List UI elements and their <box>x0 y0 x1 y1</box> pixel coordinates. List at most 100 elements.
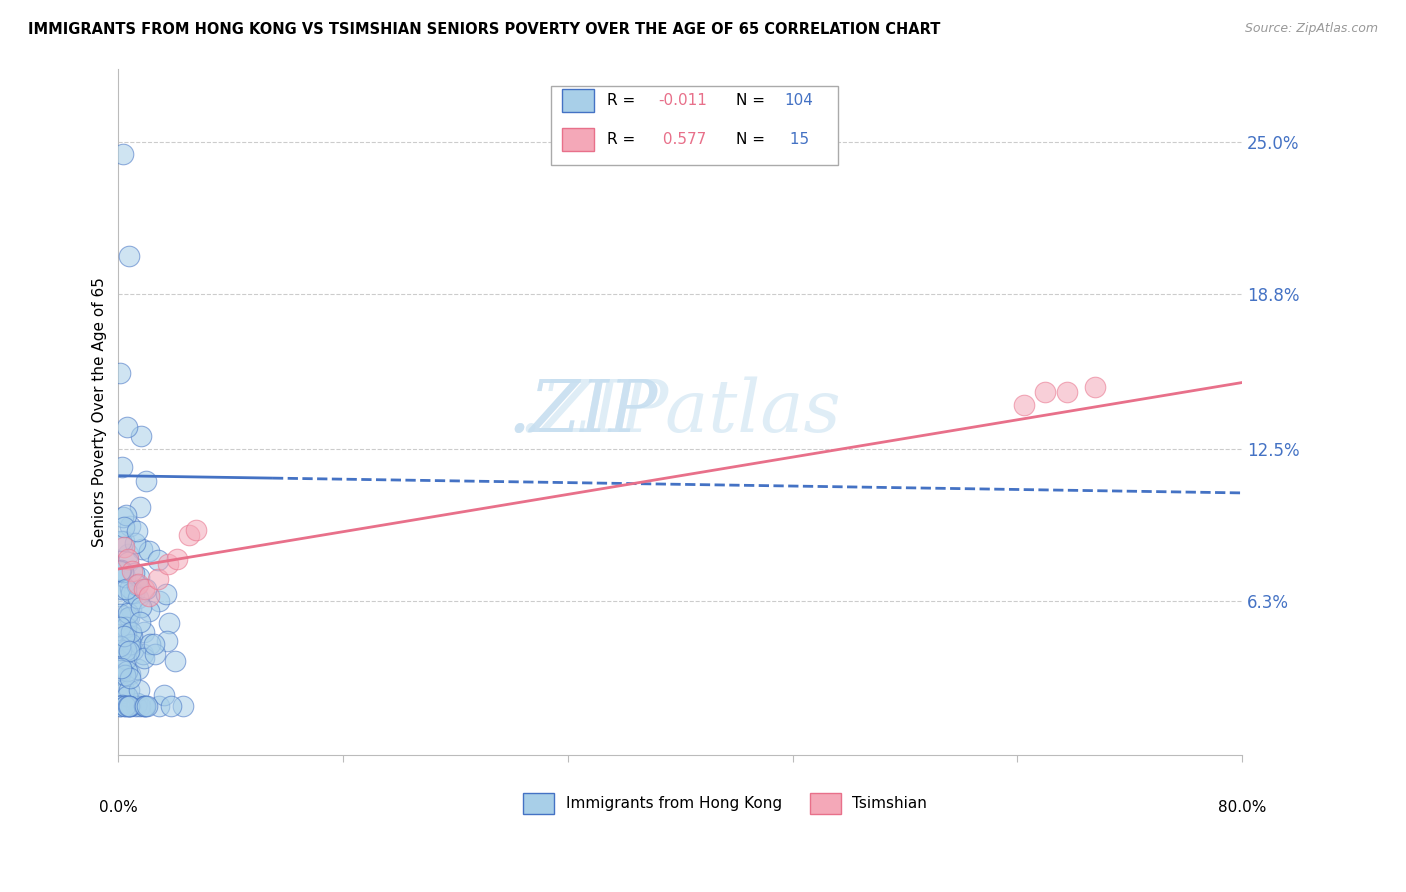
Point <box>110 643 132 657</box>
Point <box>184 523 207 537</box>
Point <box>157 616 180 631</box>
Point <box>125 699 148 714</box>
Point <box>111 565 134 579</box>
Point <box>148 699 170 714</box>
Point <box>111 509 134 524</box>
Point <box>127 578 149 592</box>
Text: R =: R = <box>607 94 640 108</box>
Point <box>108 565 131 579</box>
Text: N =: N = <box>737 94 770 108</box>
Point <box>156 557 179 571</box>
Point <box>132 648 155 662</box>
Text: Source: ZipAtlas.com: Source: ZipAtlas.com <box>1244 22 1378 36</box>
Point <box>132 624 155 639</box>
Point <box>134 699 156 714</box>
Point <box>152 688 174 702</box>
Point <box>120 666 142 681</box>
Point <box>118 699 141 714</box>
Point <box>118 249 141 263</box>
Point <box>156 634 179 648</box>
Point <box>160 699 183 714</box>
Point <box>110 563 132 577</box>
Point <box>1035 385 1057 400</box>
Point <box>131 541 153 556</box>
Point <box>117 420 139 434</box>
Point <box>114 699 136 714</box>
Point <box>108 366 131 380</box>
Point <box>112 682 135 697</box>
Text: IMMIGRANTS FROM HONG KONG VS TSIMSHIAN SENIORS POVERTY OVER THE AGE OF 65 CORREL: IMMIGRANTS FROM HONG KONG VS TSIMSHIAN S… <box>28 22 941 37</box>
Point <box>127 662 149 676</box>
Point <box>117 699 139 714</box>
Point <box>114 699 136 714</box>
Text: .ZIPatlas: .ZIPatlas <box>519 376 842 447</box>
Point <box>118 699 141 714</box>
Point <box>121 565 143 579</box>
Point <box>118 671 141 685</box>
Point <box>129 429 152 443</box>
Point <box>125 696 148 710</box>
Point <box>143 648 166 662</box>
Point <box>118 644 141 658</box>
Point <box>127 591 149 606</box>
Point <box>148 594 170 608</box>
Point <box>108 699 131 714</box>
Text: 15: 15 <box>785 132 808 147</box>
Text: Tsimshian: Tsimshian <box>852 796 927 811</box>
Point <box>111 582 134 596</box>
Point <box>121 629 143 643</box>
Point <box>129 500 152 515</box>
Point <box>155 587 177 601</box>
Point <box>138 604 160 618</box>
Point <box>108 620 131 634</box>
Point <box>110 663 132 677</box>
Point <box>115 611 138 625</box>
Point <box>117 689 139 703</box>
Point <box>114 643 136 657</box>
Point <box>117 610 139 624</box>
Point <box>118 639 141 653</box>
Point <box>120 699 142 714</box>
Point <box>135 582 157 596</box>
Text: R =: R = <box>607 132 640 147</box>
Text: 0.577: 0.577 <box>658 132 706 147</box>
Point <box>132 651 155 665</box>
Text: .ZIP: .ZIP <box>508 376 658 447</box>
Point <box>110 533 132 548</box>
Point <box>114 519 136 533</box>
Point <box>122 566 145 581</box>
Point <box>135 699 157 714</box>
Text: .ZIP: .ZIP <box>508 376 658 447</box>
Point <box>118 699 141 714</box>
Bar <box>523 793 554 814</box>
Point <box>117 682 139 697</box>
Point <box>120 624 142 639</box>
Point <box>112 686 135 700</box>
Bar <box>562 128 593 151</box>
Point <box>112 534 135 549</box>
FancyBboxPatch shape <box>551 86 838 165</box>
Point <box>118 638 141 652</box>
Text: N =: N = <box>737 132 770 147</box>
Point <box>117 547 139 561</box>
Point <box>114 668 136 682</box>
Point <box>112 540 135 554</box>
Point <box>108 607 131 622</box>
Point <box>108 589 131 603</box>
Point <box>128 615 150 629</box>
Point <box>115 582 138 596</box>
Point <box>108 639 131 653</box>
Point <box>148 553 170 567</box>
Point <box>135 475 157 489</box>
Point <box>108 699 131 714</box>
Point <box>1014 398 1036 412</box>
Text: 0.0%: 0.0% <box>98 799 138 814</box>
Y-axis label: Seniors Poverty Over the Age of 65: Seniors Poverty Over the Age of 65 <box>93 277 107 547</box>
Point <box>121 602 143 616</box>
Point <box>117 552 139 566</box>
Point <box>115 627 138 641</box>
Point <box>120 586 142 600</box>
Point <box>1056 385 1078 400</box>
Bar <box>562 89 593 112</box>
Text: -0.011: -0.011 <box>658 94 707 108</box>
